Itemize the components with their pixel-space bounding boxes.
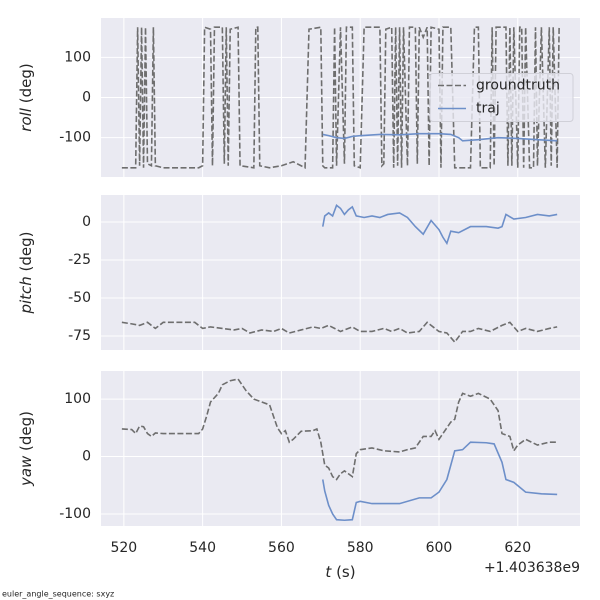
x-tick-label: 520 bbox=[110, 540, 137, 556]
y-label-var: roll bbox=[17, 107, 35, 132]
y-axis-label: pitch (deg) bbox=[17, 231, 35, 314]
y-tick-label: 100 bbox=[64, 391, 91, 407]
y-label-var: yaw bbox=[17, 455, 35, 487]
y-tick-label: -100 bbox=[59, 130, 91, 146]
y-axis-label: yaw (deg) bbox=[17, 411, 35, 487]
x-tick-label: 600 bbox=[426, 540, 453, 556]
data-line bbox=[322, 132, 558, 142]
y-tick-label: -50 bbox=[68, 290, 91, 306]
plot-area bbox=[101, 371, 580, 526]
footnote: euler_angle_sequence: sxyz bbox=[2, 590, 114, 599]
y-label-unit: (deg) bbox=[17, 63, 35, 103]
x-tick-label: 620 bbox=[504, 540, 531, 556]
y-label-unit: (deg) bbox=[17, 231, 35, 271]
y-tick-label: 0 bbox=[82, 90, 91, 106]
y-tick-label: -25 bbox=[68, 252, 91, 268]
data-line bbox=[121, 26, 560, 170]
data-line bbox=[321, 204, 558, 246]
data-line bbox=[121, 321, 558, 344]
y-tick-label: 100 bbox=[64, 49, 91, 65]
y-label-unit: (deg) bbox=[17, 411, 35, 451]
data-line bbox=[121, 378, 558, 481]
y-label-var: pitch bbox=[17, 276, 35, 314]
x-label-var: t bbox=[325, 563, 332, 581]
x-tick-label: 560 bbox=[268, 540, 295, 556]
x-tick-label: 540 bbox=[189, 540, 216, 556]
y-tick-label: 0 bbox=[82, 449, 91, 465]
x-axis-label: t (s) bbox=[325, 563, 355, 581]
y-axis-label: roll (deg) bbox=[17, 63, 35, 131]
y-tick-label: -75 bbox=[68, 328, 91, 344]
data-line bbox=[321, 441, 558, 522]
legend-label: traj bbox=[476, 101, 500, 117]
plot-area bbox=[101, 195, 580, 350]
legend-label: groundtruth bbox=[476, 78, 560, 94]
x-label-unit: (s) bbox=[336, 563, 356, 581]
y-tick-label: -100 bbox=[59, 506, 91, 522]
x-tick-label: 580 bbox=[347, 540, 374, 556]
x-offset-label: +1.403638e9 bbox=[484, 560, 580, 576]
y-tick-label: 0 bbox=[82, 214, 91, 230]
